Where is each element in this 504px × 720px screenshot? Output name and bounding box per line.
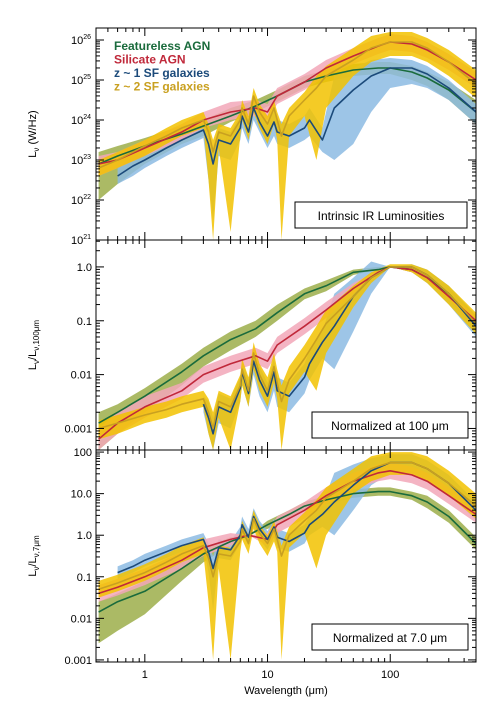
annotation-box <box>311 623 469 651</box>
y-tick-label: 0.001 <box>64 423 92 435</box>
band-sf-z2 <box>98 452 476 660</box>
x-axis-label: Wavelength (μm) <box>244 685 328 697</box>
plot-area <box>98 452 476 660</box>
band-silicate-agn <box>98 462 476 602</box>
y-tick-label: 0.01 <box>71 370 92 382</box>
line-silicate-agn <box>98 41 476 165</box>
panel-norm7: 0.001 0.01 0.1 1.0 10.0 100 Lν/Lν,7μm Normalize… <box>27 447 477 667</box>
legend-entry-sf-z1: z ~ 1 SF galaxies <box>114 66 210 80</box>
line-sf-z1 <box>117 67 476 177</box>
y-tick-label: 1024 <box>71 114 91 127</box>
y-tick-label: 1.0 <box>77 530 92 542</box>
y-tick-label: 1023 <box>71 154 91 167</box>
line-sf-z2 <box>98 41 476 169</box>
x-tick-label: 100 <box>381 669 399 681</box>
y-axis-label: Lν (W/Hz) <box>27 110 41 157</box>
line-silicate-agn <box>98 470 476 595</box>
band-sf-z1 <box>117 58 476 220</box>
line-sf-z2 <box>98 461 476 591</box>
line-silicate-agn <box>98 266 476 440</box>
line-featureless-agn <box>98 490 476 613</box>
annotation-label: Intrinsic IR Luminosities <box>318 209 445 223</box>
annotation-label: Normalized at 7.0 μm <box>333 631 447 645</box>
line-sf-z2 <box>98 266 476 430</box>
legend-entry-featureless-agn: Featureless AGN <box>114 39 210 53</box>
band-sf-z2 <box>98 264 476 450</box>
y-tick-label: 0.1 <box>77 316 92 328</box>
panel-norm100: 0.001 0.01 0.1 1.0 Lν/Lν,100μm Normalized at … <box>27 239 477 451</box>
y-tick-label: 1022 <box>71 194 91 207</box>
plot-area <box>98 32 476 240</box>
y-tick-label: 1021 <box>71 234 91 247</box>
plot-area <box>98 261 476 450</box>
annotation-box <box>311 411 469 439</box>
line-sf-z1 <box>117 461 476 574</box>
annotation-box <box>294 201 468 229</box>
x-tick-label: 1 <box>142 669 148 681</box>
legend-entry-sf-z2: z ~ 2 SF galaxies <box>114 80 210 94</box>
panel-frame <box>95 449 477 663</box>
legend-entry-silicate-agn: Silicate AGN <box>114 53 186 67</box>
y-tick-label: 1.0 <box>77 262 92 274</box>
annotation-label: Normalized at 100 μm <box>331 419 449 433</box>
panel-intrinsic: 1021 1022 1023 1024 1025 1026 Lν (W/Hz) Intrins… <box>27 27 477 247</box>
y-tick-label: 0.01 <box>71 613 92 625</box>
y-tick-label: 10.0 <box>71 489 92 501</box>
y-tick-label: 0.1 <box>77 572 92 584</box>
y-axis-label: Lν/Lν,7μm <box>27 535 41 577</box>
y-tick-label: 1026 <box>71 34 91 47</box>
y-tick-label: 1025 <box>71 74 91 87</box>
band-sf-z1 <box>203 261 476 450</box>
y-tick-label: 100 <box>74 447 92 459</box>
y-axis-label: Lν/Lν,100μm <box>27 320 41 370</box>
y-tick-label: 0.001 <box>64 655 92 667</box>
x-tick-label: 10 <box>261 669 273 681</box>
